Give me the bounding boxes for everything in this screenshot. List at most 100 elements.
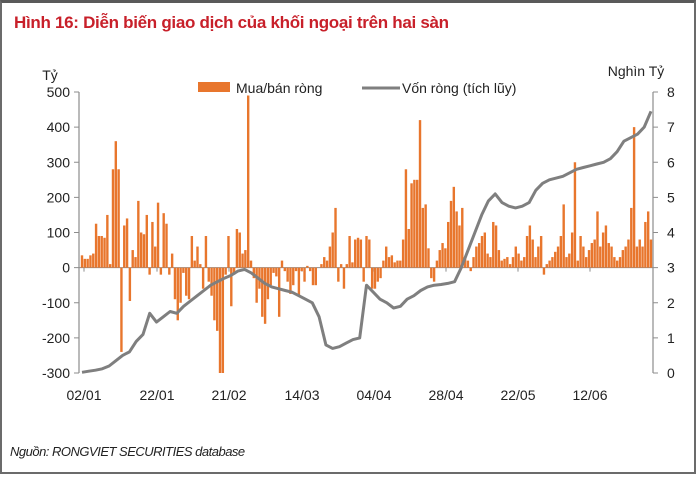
bar-net-buy-sell [511, 257, 515, 268]
bar-net-buy-sell [430, 267, 433, 279]
bar-net-buy-sell [204, 236, 208, 268]
bar-net-buy-sell [280, 260, 284, 268]
bar-net-buy-sell [351, 262, 354, 268]
bar-net-buy-sell [607, 243, 610, 268]
left-axis-tick-label: -300 [42, 365, 70, 381]
bar-net-buy-sell [410, 183, 413, 268]
bar-net-buy-sell [441, 243, 444, 268]
right-axis-tick-label: 4 [667, 225, 675, 241]
bar-net-buy-sell [221, 267, 225, 373]
bar-net-buy-sell [435, 260, 439, 268]
bar-net-buy-sell [568, 253, 571, 268]
bar-net-buy-sell [610, 246, 613, 268]
bar-net-buy-sell [477, 243, 481, 268]
bar-net-buy-sell [323, 257, 326, 268]
bar-net-buy-sell [427, 248, 430, 268]
bar-net-buy-sell [573, 162, 577, 268]
bar-net-buy-sell [139, 232, 143, 268]
bar-net-buy-sell [525, 236, 529, 268]
bar-net-buy-sell [156, 202, 160, 268]
bar-net-buy-sell [199, 264, 202, 268]
left-axis-tick-label: -100 [42, 295, 70, 311]
bar-net-buy-sell [131, 250, 134, 268]
bar-net-buy-sell [356, 237, 360, 268]
bar-net-buy-sell [151, 221, 154, 268]
bar-net-buy-sell [311, 267, 315, 286]
bar-net-buy-sell [469, 267, 472, 272]
bar-net-buy-sell [94, 223, 98, 268]
bar-net-buy-sell [624, 246, 627, 268]
bar-net-buy-sell [390, 255, 394, 268]
bar-net-buy-sell [421, 207, 425, 268]
left-axis-title: Tỷ [42, 67, 58, 83]
bar-net-buy-sell [500, 260, 503, 268]
bar-net-buy-sell [489, 257, 492, 268]
bar-net-buy-sell [106, 214, 109, 268]
bar-net-buy-sell [359, 239, 363, 268]
left-axis-tick-label: 0 [62, 260, 70, 276]
bar-net-buy-sell [472, 257, 475, 268]
bar-net-buy-sell [263, 267, 267, 324]
bar-net-buy-sell [165, 223, 168, 268]
bar-net-buy-sell [123, 225, 126, 268]
x-axis-tick-label: 02/01 [66, 387, 101, 403]
bar-net-buy-sell [272, 267, 275, 273]
bar-net-buy-sell [649, 239, 653, 268]
bar-net-buy-sell [399, 260, 402, 268]
bar-net-buy-sell [517, 253, 520, 268]
bar-net-buy-sell [80, 255, 84, 268]
bar-net-buy-sell [413, 179, 416, 268]
bar-net-buy-sell [635, 246, 639, 268]
bar-net-buy-sell [185, 267, 188, 296]
bar-net-buy-sell [182, 267, 185, 273]
bar-net-buy-sell [286, 267, 289, 282]
right-axis-tick-label: 1 [667, 330, 675, 346]
bar-net-buy-sell [548, 260, 551, 268]
bar-net-buy-sell [494, 225, 498, 268]
bar-net-buy-sell [100, 236, 103, 268]
bar-net-buy-sell [579, 236, 582, 268]
bar-net-buy-sell [506, 257, 509, 268]
left-axis-tick-label: -200 [42, 330, 70, 346]
bar-net-buy-sell [604, 225, 608, 268]
bar-net-buy-sell [365, 236, 368, 268]
bar-net-buy-sell [92, 253, 95, 268]
bar-net-buy-sell [404, 169, 408, 268]
bar-net-buy-sell [630, 207, 633, 268]
bar-net-buy-sell [373, 267, 377, 289]
bar-net-buy-sell [269, 267, 272, 286]
left-axis-tick-label: 200 [47, 189, 71, 205]
bar-net-buy-sell [328, 246, 332, 268]
bar-net-buy-sell [514, 246, 517, 268]
bar-net-buy-sell [213, 267, 216, 321]
bar-net-buy-sell [354, 239, 357, 268]
bar-net-buy-sell [382, 260, 385, 268]
bar-net-buy-sell [190, 236, 194, 268]
bar-net-buy-sell [590, 243, 594, 268]
x-axis-tick-label: 04/04 [356, 387, 391, 403]
bar-net-buy-sell [362, 267, 365, 282]
bar-net-buy-sell [587, 250, 591, 268]
legend-line-label: Vốn ròng (tích lũy) [402, 80, 516, 96]
bar-net-buy-sell [227, 236, 230, 268]
bar-net-buy-sell [615, 260, 619, 268]
bar-net-buy-sell [370, 267, 374, 289]
bar-net-buy-sell [86, 258, 89, 268]
bar-net-buy-sell [537, 246, 540, 268]
bar-net-buy-sell [576, 260, 579, 268]
bar-net-buy-sell [618, 257, 622, 268]
bar-net-buy-sell [379, 267, 382, 279]
bar-net-buy-sell [277, 267, 281, 317]
bar-net-buy-sell [520, 260, 523, 268]
right-axis-tick-label: 0 [667, 365, 675, 381]
bar-net-buy-sell [368, 239, 371, 268]
bar-net-buy-sell [162, 213, 165, 268]
bar-net-buy-sell [297, 267, 301, 296]
bar-net-buy-sell [396, 260, 399, 268]
bar-net-buy-sell [137, 200, 140, 268]
bar-net-buy-sell [646, 211, 650, 268]
bar-net-buy-sell [117, 169, 120, 268]
bar-net-buy-sell [632, 127, 636, 268]
bar-net-buy-sell [641, 246, 644, 268]
bar-net-buy-sell [303, 267, 306, 282]
